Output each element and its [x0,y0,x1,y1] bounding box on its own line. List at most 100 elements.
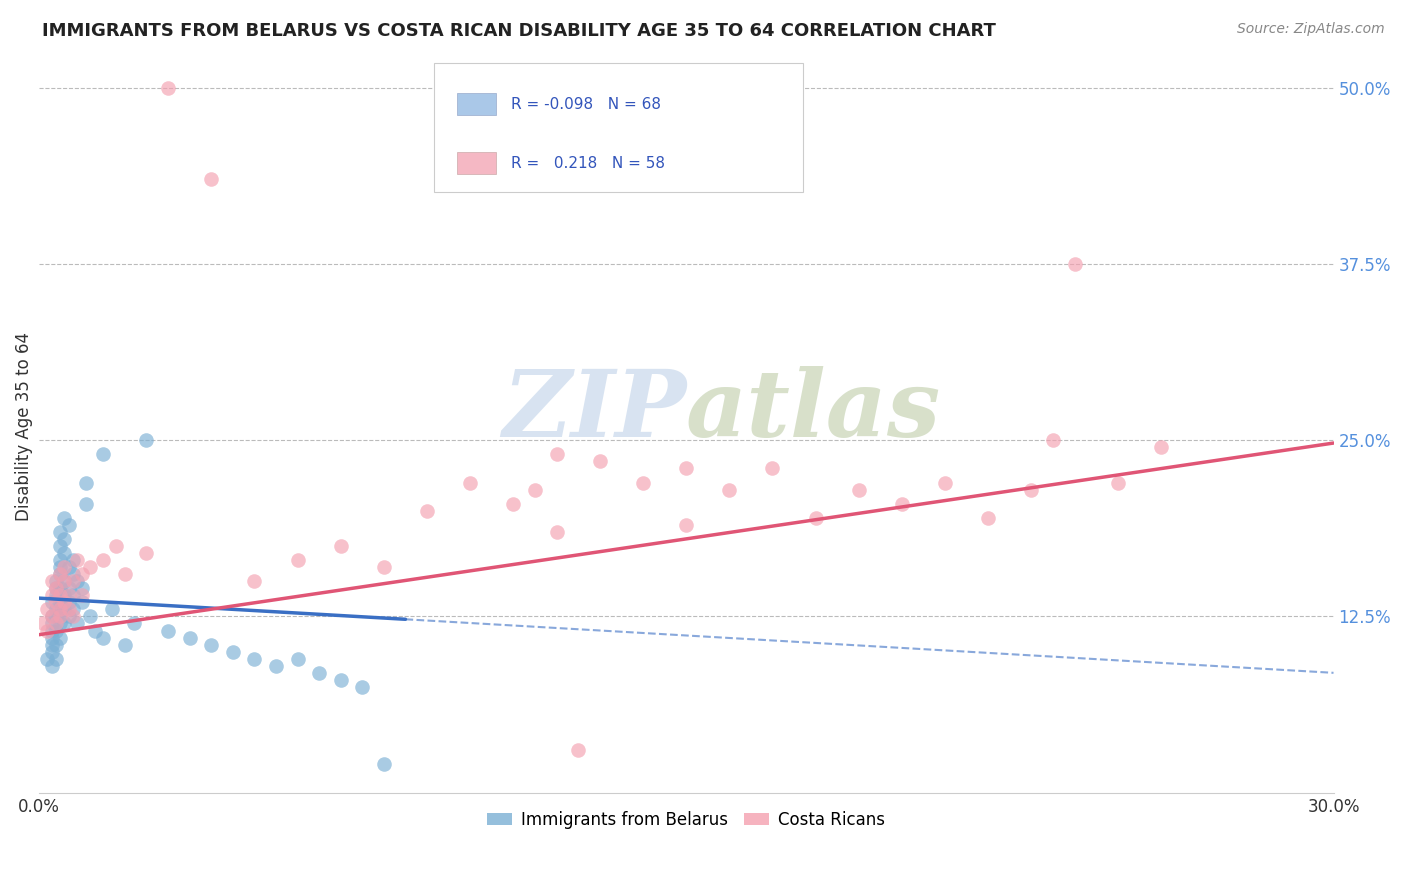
Point [49,553,72,567]
Point [49,524,72,539]
Point [49,560,72,574]
Point [49,631,72,645]
Point [373,560,395,574]
Point [45,581,67,595]
Point [934,475,956,490]
Point [977,510,1000,524]
Point [135,434,157,448]
Point [373,757,395,772]
Point [45,595,67,609]
Point [45,638,67,652]
Point [53,595,76,609]
Point [157,624,180,638]
Point [546,447,568,461]
Point [502,497,524,511]
Point [329,539,352,553]
Point [53,510,76,524]
Point [70,567,93,582]
Point [416,504,439,518]
Point [58,560,80,574]
Point [243,574,266,589]
Point [114,567,136,582]
Point [45,588,67,602]
Point [62,588,84,602]
Point [200,172,222,186]
Point [37,602,59,616]
Point [122,616,145,631]
Point [45,651,67,665]
Point [49,602,72,616]
Point [761,461,783,475]
Text: R = -0.098   N = 68: R = -0.098 N = 68 [512,97,661,112]
Point [41,616,63,631]
Point [62,574,84,589]
Point [41,609,63,624]
Point [101,602,124,616]
Point [41,645,63,659]
Point [53,588,76,602]
Point [1042,434,1064,448]
Point [75,475,97,490]
Point [58,581,80,595]
Point [91,553,114,567]
Text: R =   0.218   N = 58: R = 0.218 N = 58 [512,156,665,171]
Point [45,581,67,595]
Point [62,567,84,582]
Point [890,497,912,511]
Text: atlas: atlas [686,367,941,457]
Point [848,483,870,497]
Point [53,602,76,616]
Point [41,588,63,602]
Point [49,595,72,609]
Point [45,616,67,631]
Point [287,651,309,665]
Point [31,616,53,631]
Point [329,673,352,687]
Point [62,553,84,567]
Point [53,574,76,589]
Point [105,539,128,553]
Point [1150,440,1173,454]
Point [79,560,101,574]
FancyBboxPatch shape [457,153,496,174]
Point [804,510,827,524]
Point [49,602,72,616]
FancyBboxPatch shape [433,63,803,192]
Point [458,475,481,490]
Point [58,588,80,602]
Point [157,80,180,95]
Point [1021,483,1043,497]
Point [523,483,546,497]
Point [740,158,762,172]
Point [222,645,245,659]
Point [49,588,72,602]
Point [308,665,330,680]
Point [70,581,93,595]
Point [58,602,80,616]
Point [41,631,63,645]
Point [49,616,72,631]
Point [53,616,76,631]
Point [53,532,76,546]
Point [75,497,97,511]
Point [41,624,63,638]
Point [66,616,89,631]
Text: IMMIGRANTS FROM BELARUS VS COSTA RICAN DISABILITY AGE 35 TO 64 CORRELATION CHART: IMMIGRANTS FROM BELARUS VS COSTA RICAN D… [42,22,995,40]
Point [45,574,67,589]
Point [41,609,63,624]
Point [41,595,63,609]
Point [1107,475,1129,490]
Point [53,574,76,589]
Point [53,546,76,560]
Point [62,609,84,624]
Y-axis label: Disability Age 35 to 64: Disability Age 35 to 64 [15,332,32,521]
Point [41,638,63,652]
Point [66,574,89,589]
Point [66,553,89,567]
Point [243,651,266,665]
Point [41,658,63,673]
Point [179,631,201,645]
Point [718,483,741,497]
Point [62,602,84,616]
Point [91,631,114,645]
